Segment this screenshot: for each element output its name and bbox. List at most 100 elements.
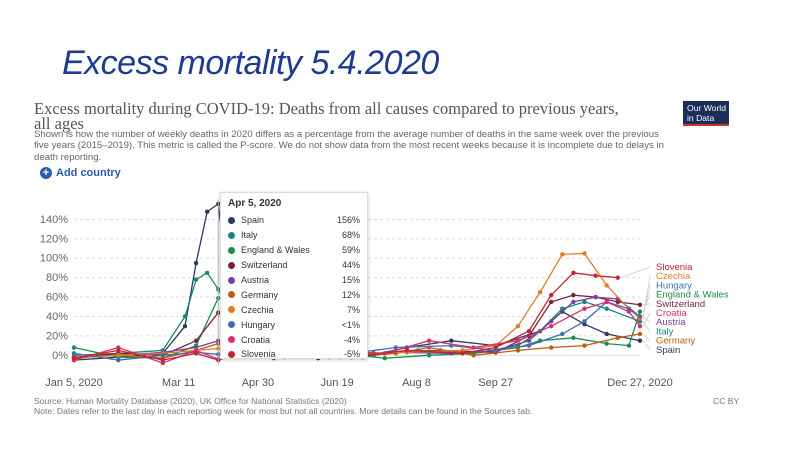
legend-dot-icon: [228, 261, 235, 269]
data-point: [582, 251, 587, 256]
data-point: [526, 343, 532, 348]
data-point: [560, 252, 565, 257]
tooltip-country: England & Wales: [241, 245, 310, 256]
tooltip-country: Italy: [241, 230, 258, 241]
data-point: [637, 309, 643, 314]
legend-connector: [642, 321, 651, 332]
data-point: [71, 351, 77, 356]
plus-circle-icon: +: [40, 167, 52, 179]
data-point: [160, 357, 165, 363]
data-point: [615, 335, 621, 341]
data-point: [637, 314, 643, 319]
tooltip-row: England & Wales 59%: [228, 243, 360, 258]
y-tick-label: 60%: [46, 292, 68, 304]
data-point: [549, 299, 554, 305]
x-tick-label: Sep 27: [478, 377, 513, 389]
tooltip-value: 44%: [341, 260, 360, 271]
data-point: [637, 331, 643, 337]
data-point: [493, 345, 498, 350]
tooltip-row: Germany 12%: [228, 287, 360, 302]
data-point: [382, 356, 387, 361]
add-country-button[interactable]: + Add country: [40, 167, 121, 179]
data-point: [604, 306, 609, 311]
y-tick-label: 120%: [40, 233, 68, 245]
data-point: [582, 343, 587, 348]
tooltip-value: -5%: [343, 349, 360, 360]
data-point: [604, 331, 609, 337]
y-tick-label: 20%: [46, 330, 68, 342]
data-point: [549, 323, 554, 329]
tooltip-row: Slovenia -5%: [228, 347, 360, 362]
tooltip-value: -4%: [343, 334, 360, 345]
license-link[interactable]: CC BY: [713, 396, 740, 406]
chart-tooltip: Apr 5, 2020 Spain 156% Italy 68% England & W…: [220, 192, 368, 359]
data-point: [404, 348, 410, 353]
tooltip-row: Switzerland 44%: [228, 258, 360, 273]
tooltip-country: Germany: [241, 289, 279, 300]
data-point: [160, 353, 165, 358]
data-point: [515, 338, 521, 343]
tooltip-value: <1%: [341, 319, 360, 330]
chart-subtitle: Shown is how the number of weekly deaths…: [34, 129, 664, 163]
tooltip-country: Croatia: [241, 334, 271, 345]
data-point: [204, 209, 210, 214]
tooltip-country: Hungary: [241, 319, 276, 330]
y-tick-label: 0%: [52, 350, 68, 362]
data-point: [471, 353, 476, 358]
tooltip-value: 59%: [341, 245, 360, 256]
tooltip-row: Hungary <1%: [228, 317, 360, 332]
x-tick-label: Dec 27, 2020: [607, 377, 672, 389]
data-point: [637, 323, 643, 329]
x-tick-label: Jan 5, 2020: [45, 377, 103, 389]
tooltip-value: 156%: [336, 215, 360, 226]
legend-connector: [642, 333, 651, 341]
tooltip-country: Spain: [241, 215, 265, 226]
data-point: [604, 283, 609, 288]
legend-connector: [642, 340, 651, 351]
data-point: [116, 357, 121, 363]
tooltip-date: Apr 5, 2020: [228, 198, 282, 209]
data-point: [615, 275, 621, 280]
tooltip-country: Czechia: [241, 304, 274, 315]
legend-label: Czechia: [656, 271, 691, 282]
legend-connector: [642, 285, 651, 317]
data-point: [116, 348, 121, 353]
data-point: [537, 290, 543, 295]
slide-title: Excess mortality 5.4.2020: [62, 44, 439, 82]
legend-dot-icon: [228, 350, 235, 358]
data-point: [204, 270, 210, 275]
legend-label: England & Wales: [656, 290, 729, 301]
data-point: [471, 345, 476, 350]
data-point: [393, 345, 399, 350]
data-point: [526, 328, 532, 334]
tooltip-row: Italy 68%: [228, 228, 360, 243]
legend-dot-icon: [228, 216, 235, 224]
y-tick-label: 140%: [40, 214, 68, 226]
data-point: [426, 338, 432, 343]
data-point: [193, 338, 199, 343]
data-point: [193, 260, 199, 266]
legend-connector: [642, 303, 651, 306]
y-tick-label: 100%: [40, 253, 68, 265]
data-point: [593, 294, 598, 300]
data-point: [182, 314, 188, 319]
data-point: [626, 309, 632, 314]
owid-logo[interactable]: Our World in Data: [683, 101, 729, 126]
tooltip-row: Spain 156%: [228, 213, 360, 228]
chart-title: Excess mortality during COVID-19: Deaths…: [34, 99, 619, 133]
data-point: [193, 351, 199, 356]
data-point: [182, 323, 188, 329]
legend-label: Austria: [656, 317, 686, 328]
data-point: [426, 353, 432, 358]
data-point: [593, 273, 598, 278]
data-point: [549, 319, 554, 324]
tooltip-value: 7%: [346, 304, 360, 315]
legend-label: Italy: [656, 326, 674, 337]
x-tick-label: Mar 11: [162, 377, 195, 389]
legend-label: Slovenia: [656, 262, 693, 273]
tooltip-value: 68%: [341, 230, 360, 241]
x-tick-label: Aug 8: [402, 377, 431, 389]
data-point: [604, 341, 609, 346]
legend-label: Germany: [656, 336, 695, 347]
